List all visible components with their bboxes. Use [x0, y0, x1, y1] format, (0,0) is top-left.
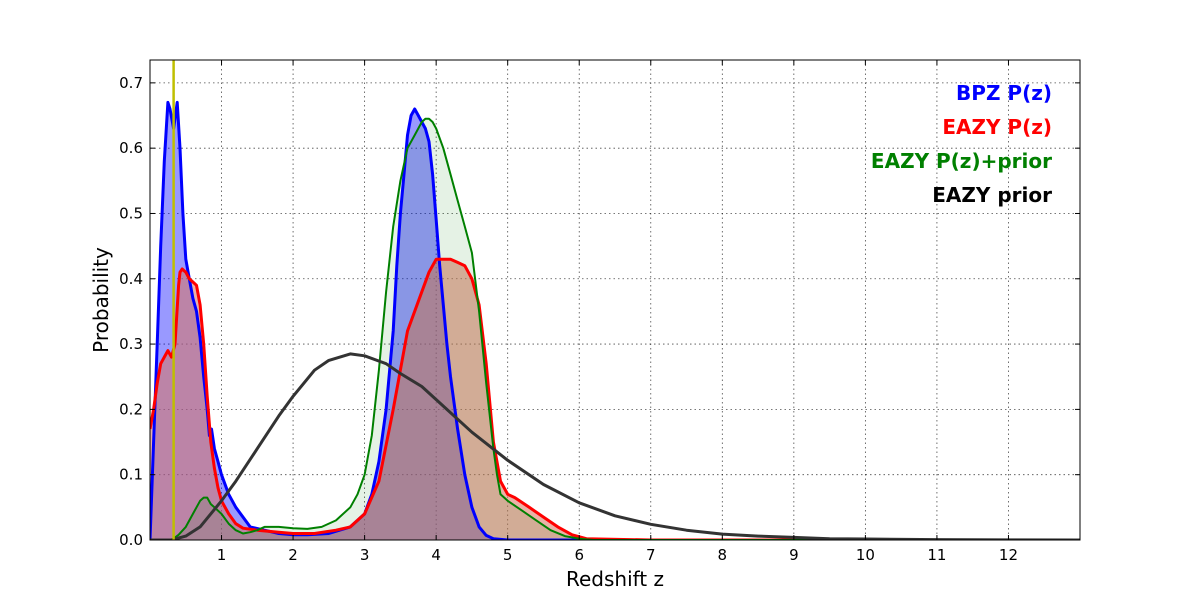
x-axis-ticks: 1 2 3 4 5 6 7 8 9 10 11 12 [217, 60, 1018, 564]
x-tick-label-4: 5 [503, 546, 513, 564]
x-tick-label-10: 11 [927, 546, 946, 564]
x-tick-label-6: 7 [646, 546, 656, 564]
series-lines [150, 60, 1080, 540]
x-tick-label-0: 1 [217, 546, 227, 564]
legend-entry-0: BPZ P(z) [956, 81, 1052, 105]
legend-entry-1: EAZY P(z) [942, 115, 1052, 139]
series-line-eazy-prior [150, 352, 1080, 540]
y-axis-label: Probability [89, 247, 113, 353]
series-line-eazy-p-z [150, 257, 1080, 540]
x-tick-label-3: 4 [431, 546, 441, 564]
legend-entry-2: EAZY P(z)+prior [871, 149, 1052, 173]
y-axis-ticks: 0.0 0.1 0.2 0.3 0.4 0.5 0.6 0.7 [119, 74, 1080, 549]
x-tick-label-2: 3 [360, 546, 370, 564]
x-axis-label: Redshift z [566, 567, 664, 591]
y-tick-label-4: 0.4 [119, 270, 143, 288]
y-tick-label-7: 0.7 [119, 74, 143, 92]
x-tick-label-8: 9 [789, 546, 799, 564]
x-tick-label-9: 10 [856, 546, 875, 564]
grid-lines [150, 60, 1080, 540]
x-tick-label-1: 2 [288, 546, 298, 564]
x-tick-label-7: 8 [718, 546, 728, 564]
y-tick-label-6: 0.6 [119, 139, 143, 157]
legend: BPZ P(z) EAZY P(z) EAZY P(z)+prior EAZY pri… [871, 81, 1052, 207]
x-tick-label-5: 6 [574, 546, 584, 564]
y-tick-label-0: 0.0 [119, 531, 143, 549]
y-tick-label-5: 0.5 [119, 204, 143, 222]
plot-frame [149, 59, 1081, 541]
y-tick-label-3: 0.3 [119, 335, 143, 353]
y-tick-label-2: 0.2 [119, 400, 143, 418]
legend-entry-3: EAZY prior [932, 183, 1052, 207]
y-tick-label-1: 0.1 [119, 466, 143, 484]
x-tick-label-11: 12 [999, 546, 1018, 564]
